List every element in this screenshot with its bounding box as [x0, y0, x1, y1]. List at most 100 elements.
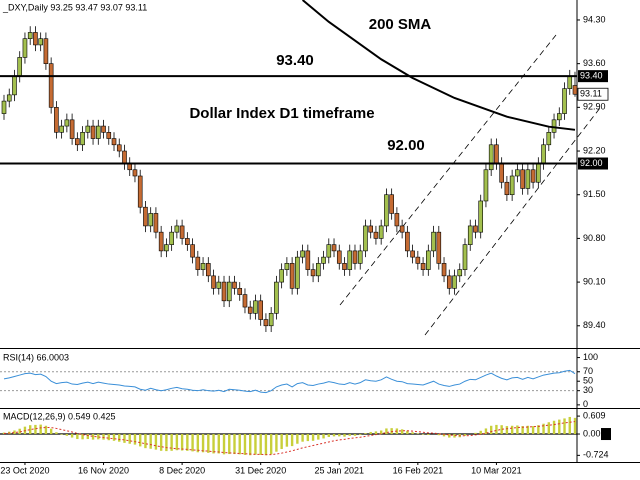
- candle-body: [64, 119, 70, 127]
- candle-body: [352, 250, 358, 264]
- macd-bar: [81, 434, 84, 440]
- macd-bar: [474, 432, 477, 435]
- macd-bar: [437, 434, 440, 436]
- macd-bar: [165, 434, 168, 452]
- macd-bar: [338, 434, 341, 437]
- candle-body: [268, 312, 274, 327]
- macd-bar: [201, 434, 205, 453]
- macd-bar: [379, 430, 383, 435]
- level-annotation: 92.00: [387, 137, 425, 154]
- macd-bar: [400, 429, 404, 435]
- macd-bar: [144, 434, 147, 449]
- candle-body: [132, 169, 138, 177]
- macd-bar: [489, 425, 493, 435]
- last-price-box: [577, 87, 609, 101]
- x-tick-label: 23 Oct 2020: [0, 465, 49, 475]
- candle-body: [494, 144, 499, 164]
- macd-bar: [44, 425, 48, 435]
- candle-body: [1, 100, 7, 114]
- macd-bar: [39, 424, 42, 435]
- candle-body: [436, 231, 442, 264]
- candle-body: [515, 169, 520, 177]
- macd-bar: [453, 434, 456, 438]
- macd-bar: [364, 433, 367, 435]
- macd-bar: [123, 434, 126, 443]
- candle-body: [363, 225, 368, 252]
- candle-body: [405, 231, 410, 252]
- candle-body: [483, 169, 489, 202]
- macd-bar: [49, 428, 53, 435]
- candle-body: [59, 125, 64, 133]
- candle-body: [38, 38, 43, 46]
- macd-bar: [112, 434, 116, 441]
- macd-bar: [180, 434, 184, 451]
- candle-body: [80, 132, 85, 146]
- macd-bar: [217, 434, 220, 454]
- candle-body: [85, 125, 91, 133]
- macd-bar: [91, 434, 95, 440]
- macd-bar: [280, 434, 283, 450]
- y-tick-label: 89.40: [583, 320, 606, 330]
- macd-bar: [269, 434, 273, 455]
- macd-bar: [343, 434, 346, 437]
- rsi-line: [3, 369, 576, 394]
- macd-bar: [385, 428, 388, 435]
- macd-bar: [505, 426, 509, 435]
- y-tick-label: 100: [583, 352, 598, 362]
- candle-body: [384, 194, 389, 227]
- macd-bar: [175, 434, 179, 451]
- candle-body: [75, 138, 80, 146]
- channel-line: [424, 107, 601, 336]
- y-tick-label: 93.60: [583, 58, 606, 68]
- y-tick-label: 90.80: [583, 233, 606, 243]
- x-tick-label: 31 Dec 2020: [235, 465, 286, 475]
- candle-body: [216, 281, 222, 289]
- macd-bar: [521, 426, 524, 435]
- candle-body: [321, 256, 326, 264]
- macd-bar: [516, 425, 519, 435]
- candle-body: [169, 231, 174, 245]
- macd-bar: [55, 432, 58, 435]
- candle-body: [556, 113, 562, 121]
- candle-body: [295, 256, 300, 289]
- macd-bar: [542, 423, 545, 435]
- macd-bar: [254, 434, 257, 455]
- y-tick-label: 90.10: [583, 276, 606, 286]
- macd-bar: [317, 434, 320, 440]
- macd-bar: [353, 434, 357, 436]
- candle-body: [48, 63, 54, 108]
- candle-body: [190, 244, 195, 258]
- candle-body: [572, 85, 577, 95]
- candle-body: [499, 163, 504, 183]
- macd-bar: [70, 434, 74, 438]
- macd-bar: [332, 434, 336, 437]
- candle-body: [143, 206, 148, 227]
- macd-bar: [421, 434, 425, 435]
- panel-title: _DXY,Daily 93.25 93.47 93.07 93.11: [2, 2, 147, 12]
- macd-bar: [558, 419, 561, 435]
- y-tick-label: 94.30: [583, 14, 606, 24]
- candle-body: [446, 275, 452, 289]
- y-tick-label: -0.724: [583, 450, 609, 460]
- candle-body: [195, 256, 201, 270]
- macd-bar: [311, 434, 315, 441]
- macd-bar: [222, 434, 226, 455]
- candle-body: [530, 169, 536, 183]
- macd-bar: [531, 426, 535, 435]
- candle-body: [6, 94, 12, 102]
- macd-bar: [348, 434, 351, 436]
- macd-bar: [442, 434, 446, 437]
- candle-body: [326, 244, 332, 258]
- macd-bar: [249, 434, 252, 456]
- candle-body: [95, 125, 101, 139]
- candle-body: [310, 269, 316, 277]
- candle-body: [426, 250, 431, 270]
- macd-bar: [28, 425, 32, 435]
- y-tick-label: 0.00: [583, 428, 601, 438]
- candle-body: [389, 194, 394, 214]
- candle-body: [12, 75, 17, 96]
- candle-body: [101, 125, 106, 133]
- candle-body: [316, 263, 321, 277]
